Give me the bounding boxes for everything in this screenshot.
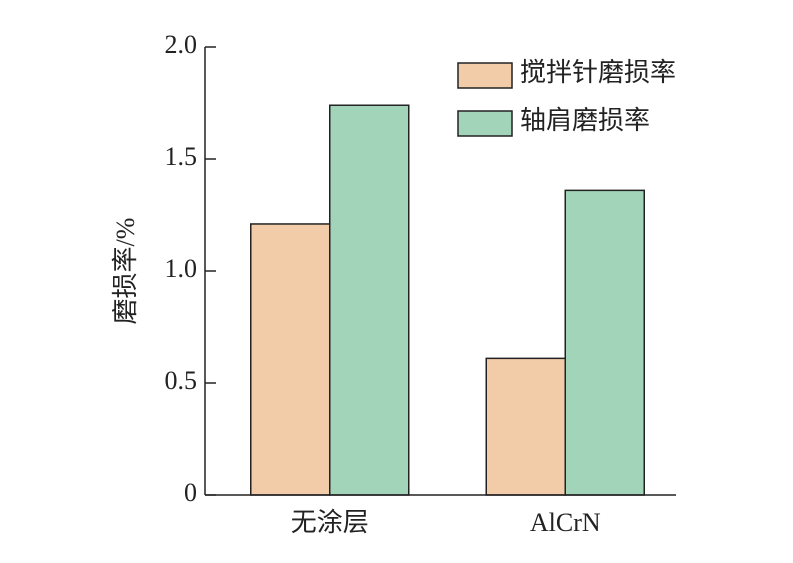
bar: [250, 223, 331, 496]
y-axis-label: 磨损率/%: [111, 218, 140, 325]
legend-swatch: [457, 62, 513, 89]
y-tick-label: 0: [184, 478, 197, 507]
bar: [485, 357, 566, 496]
legend-label: 搅拌针磨损率: [520, 58, 676, 87]
y-tick-label: 2.0: [165, 30, 198, 59]
y-tick-label: 1.0: [165, 254, 198, 283]
legend-swatch: [457, 110, 513, 137]
legend-label: 轴肩磨损率: [520, 106, 650, 135]
x-tick-label: AlCrN: [530, 508, 601, 537]
y-tick-label: 1.5: [165, 142, 198, 171]
x-tick-label: 无涂层: [291, 508, 369, 537]
bar: [329, 104, 410, 496]
y-tick-label: 0.5: [165, 366, 198, 395]
bar: [564, 189, 645, 496]
